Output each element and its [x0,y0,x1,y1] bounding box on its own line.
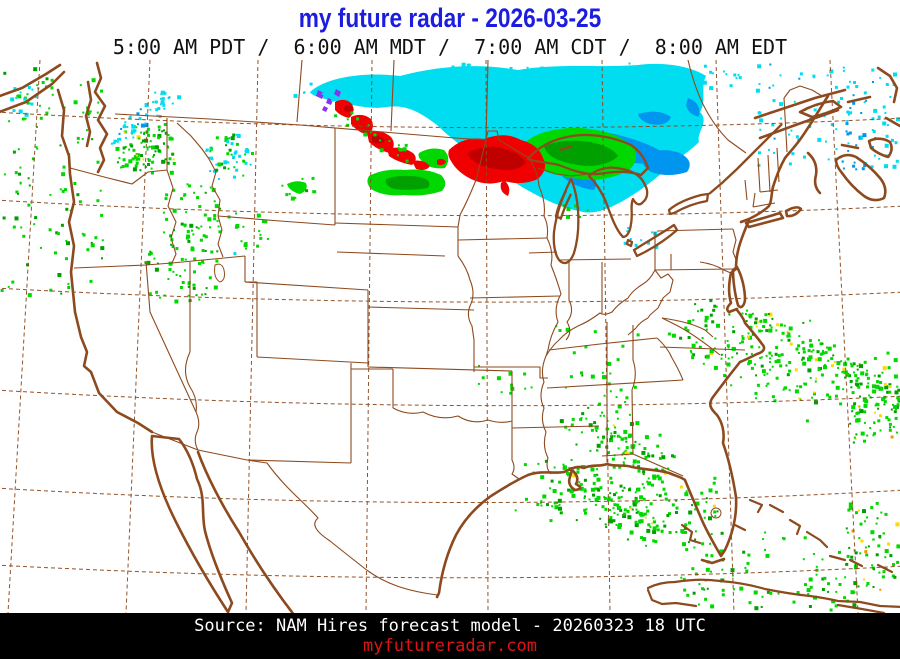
radar-map [0,59,900,634]
footer-bar: Source: NAM Hires forecast model - 20260… [0,613,900,659]
islands [646,498,900,615]
rain-speckles [0,62,900,612]
great-lakes [526,123,783,265]
site-url[interactable]: myfutureradar.com [363,636,537,656]
coastlines [0,61,900,634]
source-text: Source: NAM Hires forecast model - 20260… [194,616,706,636]
radar-header: my future radar - 2026-03-25 5:00 AM PDT… [0,0,900,60]
precip-layer [0,62,900,612]
state-borders [69,59,823,596]
radar-map-svg [0,59,900,634]
page-title: my future radar - 2026-03-25 [298,3,602,33]
time-subtitle: 5:00 AM PDT / 6:00 AM MDT / 7:00 AM CDT … [112,35,788,59]
latlon-grid [0,59,900,614]
